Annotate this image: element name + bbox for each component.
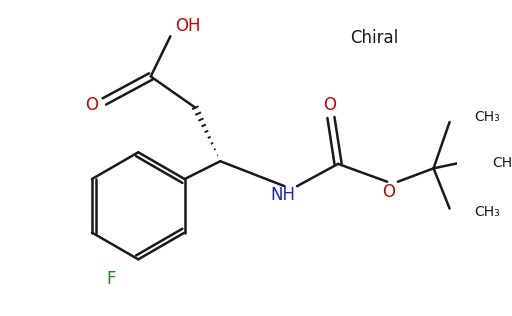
Text: O: O [86,96,98,114]
Text: OH: OH [176,17,201,35]
Text: Chiral: Chiral [351,29,399,47]
Text: O: O [323,96,336,114]
Text: F: F [107,270,116,288]
Text: CH₃: CH₃ [475,110,500,124]
Text: NH: NH [270,186,295,204]
Text: CH₃: CH₃ [475,205,500,219]
Text: CH₃: CH₃ [493,156,512,170]
Text: O: O [382,183,395,201]
